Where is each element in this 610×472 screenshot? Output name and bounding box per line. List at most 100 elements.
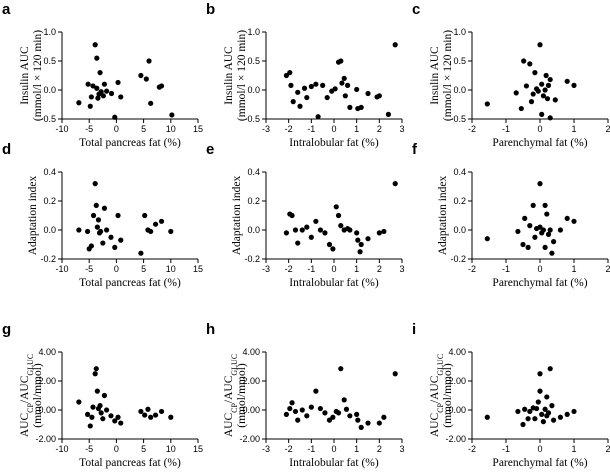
y-axis-label: Insulin AUC(mmol/l × 120 min) <box>223 30 248 121</box>
data-point <box>283 411 289 417</box>
y-tick-label: -0.5 <box>40 114 56 124</box>
x-tick-label: 5 <box>141 444 146 454</box>
data-point <box>308 234 314 240</box>
data-point <box>341 397 347 403</box>
data-point <box>525 244 531 250</box>
data-point <box>532 234 538 240</box>
x-tick-label: 2 <box>377 444 382 454</box>
data-point <box>557 227 564 233</box>
panel-letter: b <box>206 1 215 18</box>
x-tick-label: 0 <box>114 124 119 134</box>
data-point <box>138 250 144 256</box>
data-point <box>97 403 103 409</box>
y-tick-label: 0.0 <box>43 225 56 235</box>
data-point <box>571 82 577 88</box>
y-tick-label: -2.00 <box>35 434 56 444</box>
x-tick-label: 1 <box>354 444 359 454</box>
data-point <box>94 85 100 91</box>
panel-e: e -0.2 0.0 0.2 0.4 -3 -2 -1 0 1 2 3 Intralobular fat… <box>206 141 405 289</box>
y-tick-label: 4.00 <box>38 347 56 357</box>
y-tick-label: 0.0 <box>43 85 56 95</box>
data-point <box>308 404 314 410</box>
data-point <box>539 111 545 117</box>
x-tick-label: -10 <box>55 264 68 274</box>
x-tick-label: 15 <box>193 444 203 454</box>
y-tick-label: 0.2 <box>453 196 466 206</box>
data-point <box>313 81 319 87</box>
panel-d: d -0.2 0.0 0.2 0.4 -10 -5 0 5 10 15 Total pancreas … <box>2 141 203 289</box>
data-point <box>313 218 319 224</box>
data-point <box>544 211 550 217</box>
data-point <box>85 81 91 87</box>
data-point <box>287 70 293 76</box>
data-point <box>108 90 115 97</box>
data-point <box>392 42 398 48</box>
data-point <box>142 412 148 418</box>
y-axis-label: Insulin AUC(mmol/l × 120 min) <box>429 30 454 121</box>
data-point <box>537 388 543 394</box>
y-tick-label: 0.2 <box>247 196 260 206</box>
data-point <box>542 406 548 412</box>
x-tick-label: -1 <box>307 444 315 454</box>
panel-a: a -0.5 0.0 0.5 1.0 -10 -5 0 5 10 15 Total pancreas … <box>2 1 203 149</box>
data-point <box>283 72 289 79</box>
data-point <box>338 58 344 64</box>
data-point <box>527 408 533 415</box>
data-point <box>317 405 323 412</box>
data-point <box>341 75 347 81</box>
data-point <box>358 104 364 110</box>
data-point <box>376 230 382 236</box>
data-point <box>88 243 94 249</box>
x-tick-label: 15 <box>193 124 203 134</box>
data-point <box>343 406 350 412</box>
data-point <box>326 417 333 423</box>
data-point <box>347 104 353 110</box>
x-tick-label: -10 <box>55 444 68 454</box>
panel-letter: i <box>412 321 416 338</box>
y-tick-label: -0.5 <box>450 114 466 124</box>
data-point <box>520 421 526 428</box>
y-axis-label: AUCCP/AUCGLUC(mmol/mmol) <box>429 354 454 437</box>
x-tick-label: 1 <box>354 124 359 134</box>
x-tick-label: -1 <box>502 264 510 274</box>
y-tick-label: 1.0 <box>453 27 466 37</box>
data-point <box>571 218 577 224</box>
data-point <box>513 90 519 96</box>
data-point <box>539 81 545 87</box>
x-axis-label: Total pancreas fat (%) <box>79 277 181 289</box>
data-point <box>545 231 552 237</box>
data-point <box>530 202 536 208</box>
y-tick-label: -0.2 <box>40 254 56 264</box>
data-point <box>322 410 328 416</box>
data-point <box>532 416 538 422</box>
x-tick-label: -10 <box>55 124 68 134</box>
data-point <box>283 230 289 236</box>
data-point <box>557 414 564 420</box>
data-point <box>520 241 526 248</box>
x-tick-label: 10 <box>166 264 176 274</box>
data-point <box>90 212 97 219</box>
data-point <box>335 212 342 219</box>
x-tick-label: 0 <box>537 444 542 454</box>
data-point <box>338 366 344 372</box>
data-point <box>84 228 91 235</box>
data-point <box>118 237 124 243</box>
data-point <box>525 416 531 422</box>
data-point <box>535 88 541 94</box>
y-tick-label: 1.0 <box>247 27 260 37</box>
data-point <box>539 411 545 417</box>
data-point <box>138 72 144 79</box>
data-point <box>101 392 108 399</box>
data-point <box>347 227 353 233</box>
data-point <box>339 80 345 86</box>
y-tick-label: 0.4 <box>453 167 466 177</box>
x-tick-label: 2 <box>605 124 610 134</box>
y-tick-label: 2.00 <box>38 376 56 386</box>
data-point <box>95 217 102 223</box>
data-point <box>551 239 557 245</box>
data-point <box>324 94 330 101</box>
data-point <box>547 227 553 233</box>
data-point <box>158 218 165 224</box>
data-point <box>104 88 110 94</box>
